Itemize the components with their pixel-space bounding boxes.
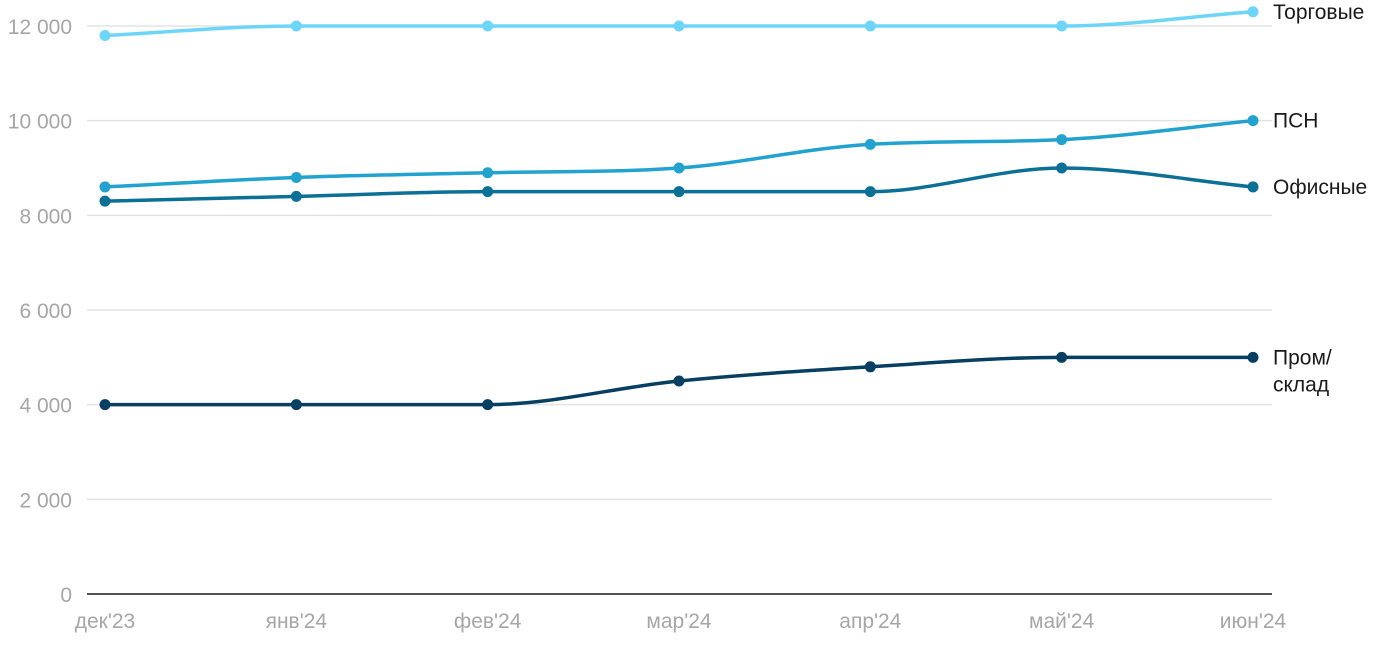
y-tick-label: 4 000: [19, 395, 72, 418]
data-point: [864, 20, 876, 32]
data-point: [673, 162, 685, 174]
data-point: [290, 20, 302, 32]
y-tick-label: 8 000: [19, 205, 72, 228]
y-axis-ticks: 0 2 000 4 000 6 000 8 000 10 000 12 000: [8, 16, 72, 607]
x-tick-label: мар'24: [646, 610, 711, 633]
y-tick-label: 6 000: [19, 300, 72, 323]
data-point: [1247, 6, 1259, 18]
x-tick-label: фев'24: [454, 610, 522, 633]
data-point: [99, 29, 111, 41]
data-point: [290, 399, 302, 411]
data-point: [482, 20, 494, 32]
data-point: [99, 399, 111, 411]
data-point: [482, 186, 494, 198]
data-point: [673, 375, 685, 387]
data-point: [864, 361, 876, 373]
series-group: [99, 6, 1259, 411]
y-tick-label: 2 000: [19, 489, 72, 512]
x-axis-ticks: дек'23 янв'24 фев'24 мар'24 апр'24 май'24 июн'…: [75, 610, 1287, 633]
series-labels: Торговые ПСН Офисные Пром/склад: [1273, 1, 1367, 397]
series-label-line: Торговые: [1273, 1, 1364, 24]
x-tick-label: апр'24: [839, 610, 901, 633]
series-label-line: склад: [1273, 373, 1329, 396]
series-label-line: ПСН: [1273, 110, 1318, 133]
x-tick-label: янв'24: [266, 610, 328, 633]
data-point: [1247, 115, 1259, 127]
series-end-label: ПСН: [1273, 110, 1318, 133]
series-label-line: Пром/: [1273, 346, 1332, 369]
data-point: [1056, 134, 1068, 146]
data-point: [1247, 351, 1259, 363]
series-end-label: Пром/склад: [1273, 346, 1332, 396]
series-label-line: Офисные: [1273, 176, 1367, 199]
series-line: [103, 118, 1255, 189]
gridlines: [87, 25, 1272, 595]
data-point: [673, 186, 685, 198]
series-end-label: Офисные: [1273, 176, 1367, 199]
y-tick-label: 10 000: [8, 111, 72, 134]
y-tick-label: 0: [60, 584, 72, 607]
data-point: [99, 181, 111, 193]
data-point: [673, 20, 685, 32]
data-point: [864, 138, 876, 150]
x-tick-label: дек'23: [75, 610, 136, 633]
data-point: [482, 167, 494, 179]
data-point: [290, 190, 302, 202]
data-point: [1247, 181, 1259, 193]
data-point: [864, 186, 876, 198]
data-point: [1056, 20, 1068, 32]
data-point: [1056, 351, 1068, 363]
y-tick-label: 12 000: [8, 16, 72, 39]
series-end-label: Торговые: [1273, 1, 1364, 24]
data-point: [1056, 162, 1068, 174]
data-point: [482, 399, 494, 411]
data-point: [290, 171, 302, 183]
data-point: [99, 195, 111, 207]
x-tick-label: май'24: [1029, 610, 1095, 633]
x-tick-label: июн'24: [1220, 610, 1287, 633]
